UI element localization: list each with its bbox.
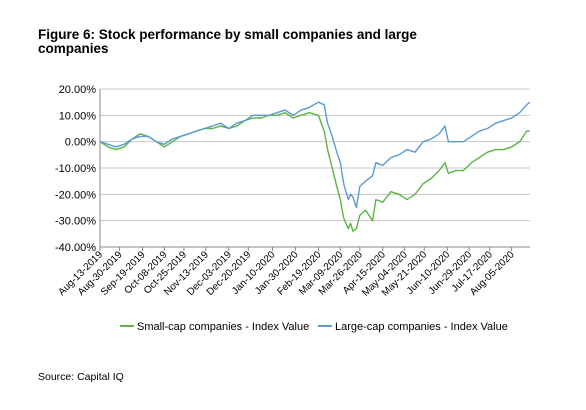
- plot-area: [99, 101, 531, 232]
- series-line-small-cap: [99, 111, 530, 232]
- y-tick-label: -10.00%: [55, 163, 96, 175]
- y-tick-label: -40.00%: [55, 242, 96, 254]
- legend-label-small-cap: Small-cap companies - Index Value: [137, 321, 309, 333]
- figure-title: Figure 6: Stock performance by small com…: [38, 27, 417, 56]
- series-line-large-cap: [99, 101, 531, 209]
- y-tick-label: 10.00%: [59, 110, 97, 122]
- y-tick-label: 20.00%: [59, 84, 97, 96]
- y-tick-label: -20.00%: [55, 189, 96, 201]
- x-axis: Aug-13-2019Aug-30-2019Sep-19-2019Oct-08-…: [56, 246, 530, 299]
- source-note: Source: Capital IQ: [38, 371, 124, 383]
- legend: Small-cap companies - Index Value Large-c…: [120, 321, 508, 333]
- y-tick-label: -30.00%: [55, 216, 96, 228]
- y-tick-label: 0.00%: [65, 137, 96, 149]
- y-axis: 20.00% 10.00% 0.00% -10.00% -20.00% -30.00% -4…: [55, 84, 101, 254]
- legend-label-large-cap: Large-cap companies - Index Value: [335, 321, 508, 333]
